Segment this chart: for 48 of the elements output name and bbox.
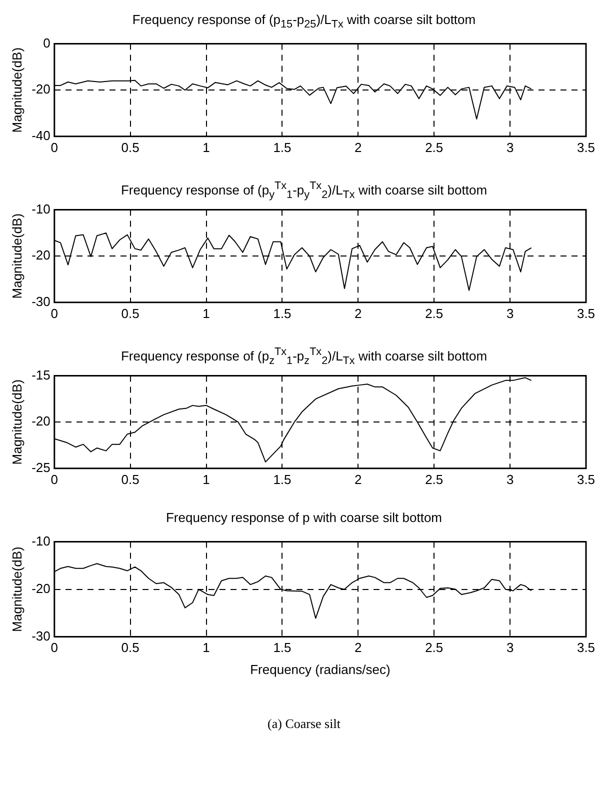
y-axis-title: Magnitude(dB)	[9, 47, 24, 133]
chart-title: Frequency response of (p$_{15}$-p$_{25}$)/L$_{Tx}$ with coarse silt bottom	[131, 11, 477, 32]
x-tick-label: 2.5	[425, 306, 444, 321]
x-tick-label: 3	[506, 640, 514, 656]
x-tick-label: 2	[354, 140, 362, 155]
y-tick-label: -15	[32, 367, 50, 382]
y-tick-label: -20	[32, 82, 50, 97]
x-tick-label: 2.5	[425, 140, 444, 155]
chart-title: Frequency response of p with coarse silt bottom	[164, 509, 444, 527]
y-tick-label: 0	[43, 35, 50, 50]
x-tick-label: 1	[202, 140, 210, 155]
x-tick-label: 1.5	[273, 472, 292, 487]
y-tick-label: -30	[32, 294, 50, 309]
x-tick-label: 3.5	[576, 306, 596, 321]
x-tick-label: 1	[202, 472, 210, 487]
x-tick-label: 3.5	[576, 640, 596, 656]
y-tick-label: -20	[32, 248, 50, 263]
x-tick-label: 1.5	[273, 640, 292, 656]
x-tick-label: 2	[354, 640, 362, 656]
y-tick-label: -20	[32, 580, 50, 596]
y-tick-label: -30	[32, 628, 50, 644]
x-tick-label: 0.5	[121, 472, 140, 487]
y-tick-label: -25	[32, 460, 50, 475]
x-tick-label: 3	[506, 306, 514, 321]
x-tick-label: 2.5	[425, 472, 444, 487]
x-tick-label: 0.5	[121, 140, 140, 155]
x-tick-label: 2.5	[425, 640, 444, 656]
y-tick-label: -40	[32, 128, 50, 143]
y-tick-label: -10	[32, 201, 50, 216]
x-tick-label: 1.5	[273, 140, 292, 155]
x-tick-label: 0.5	[121, 640, 140, 656]
x-tick-label: 2	[354, 472, 362, 487]
x-tick-label: 1.5	[273, 306, 292, 321]
y-tick-label: -20	[32, 414, 50, 429]
x-tick-label: 3.5	[576, 472, 596, 487]
x-tick-label: 3	[506, 472, 514, 487]
x-tick-label: 3	[506, 140, 514, 155]
y-axis-title: Magnitude(dB)	[9, 379, 24, 465]
x-tick-label: 1	[202, 640, 210, 656]
x-tick-label: 1	[202, 306, 210, 321]
x-tick-label: 3.5	[576, 140, 596, 155]
y-axis-title: Magnitude(dB)	[9, 213, 24, 299]
x-axis-title: Frequency (radians/sec)	[250, 662, 390, 677]
x-tick-label: 0.5	[121, 306, 140, 321]
text: (a) Coarse silt	[266, 716, 342, 732]
y-tick-label: -10	[32, 533, 50, 548]
y-axis-title: Magnitude(dB)	[9, 546, 24, 632]
x-tick-label: 2	[354, 306, 362, 321]
